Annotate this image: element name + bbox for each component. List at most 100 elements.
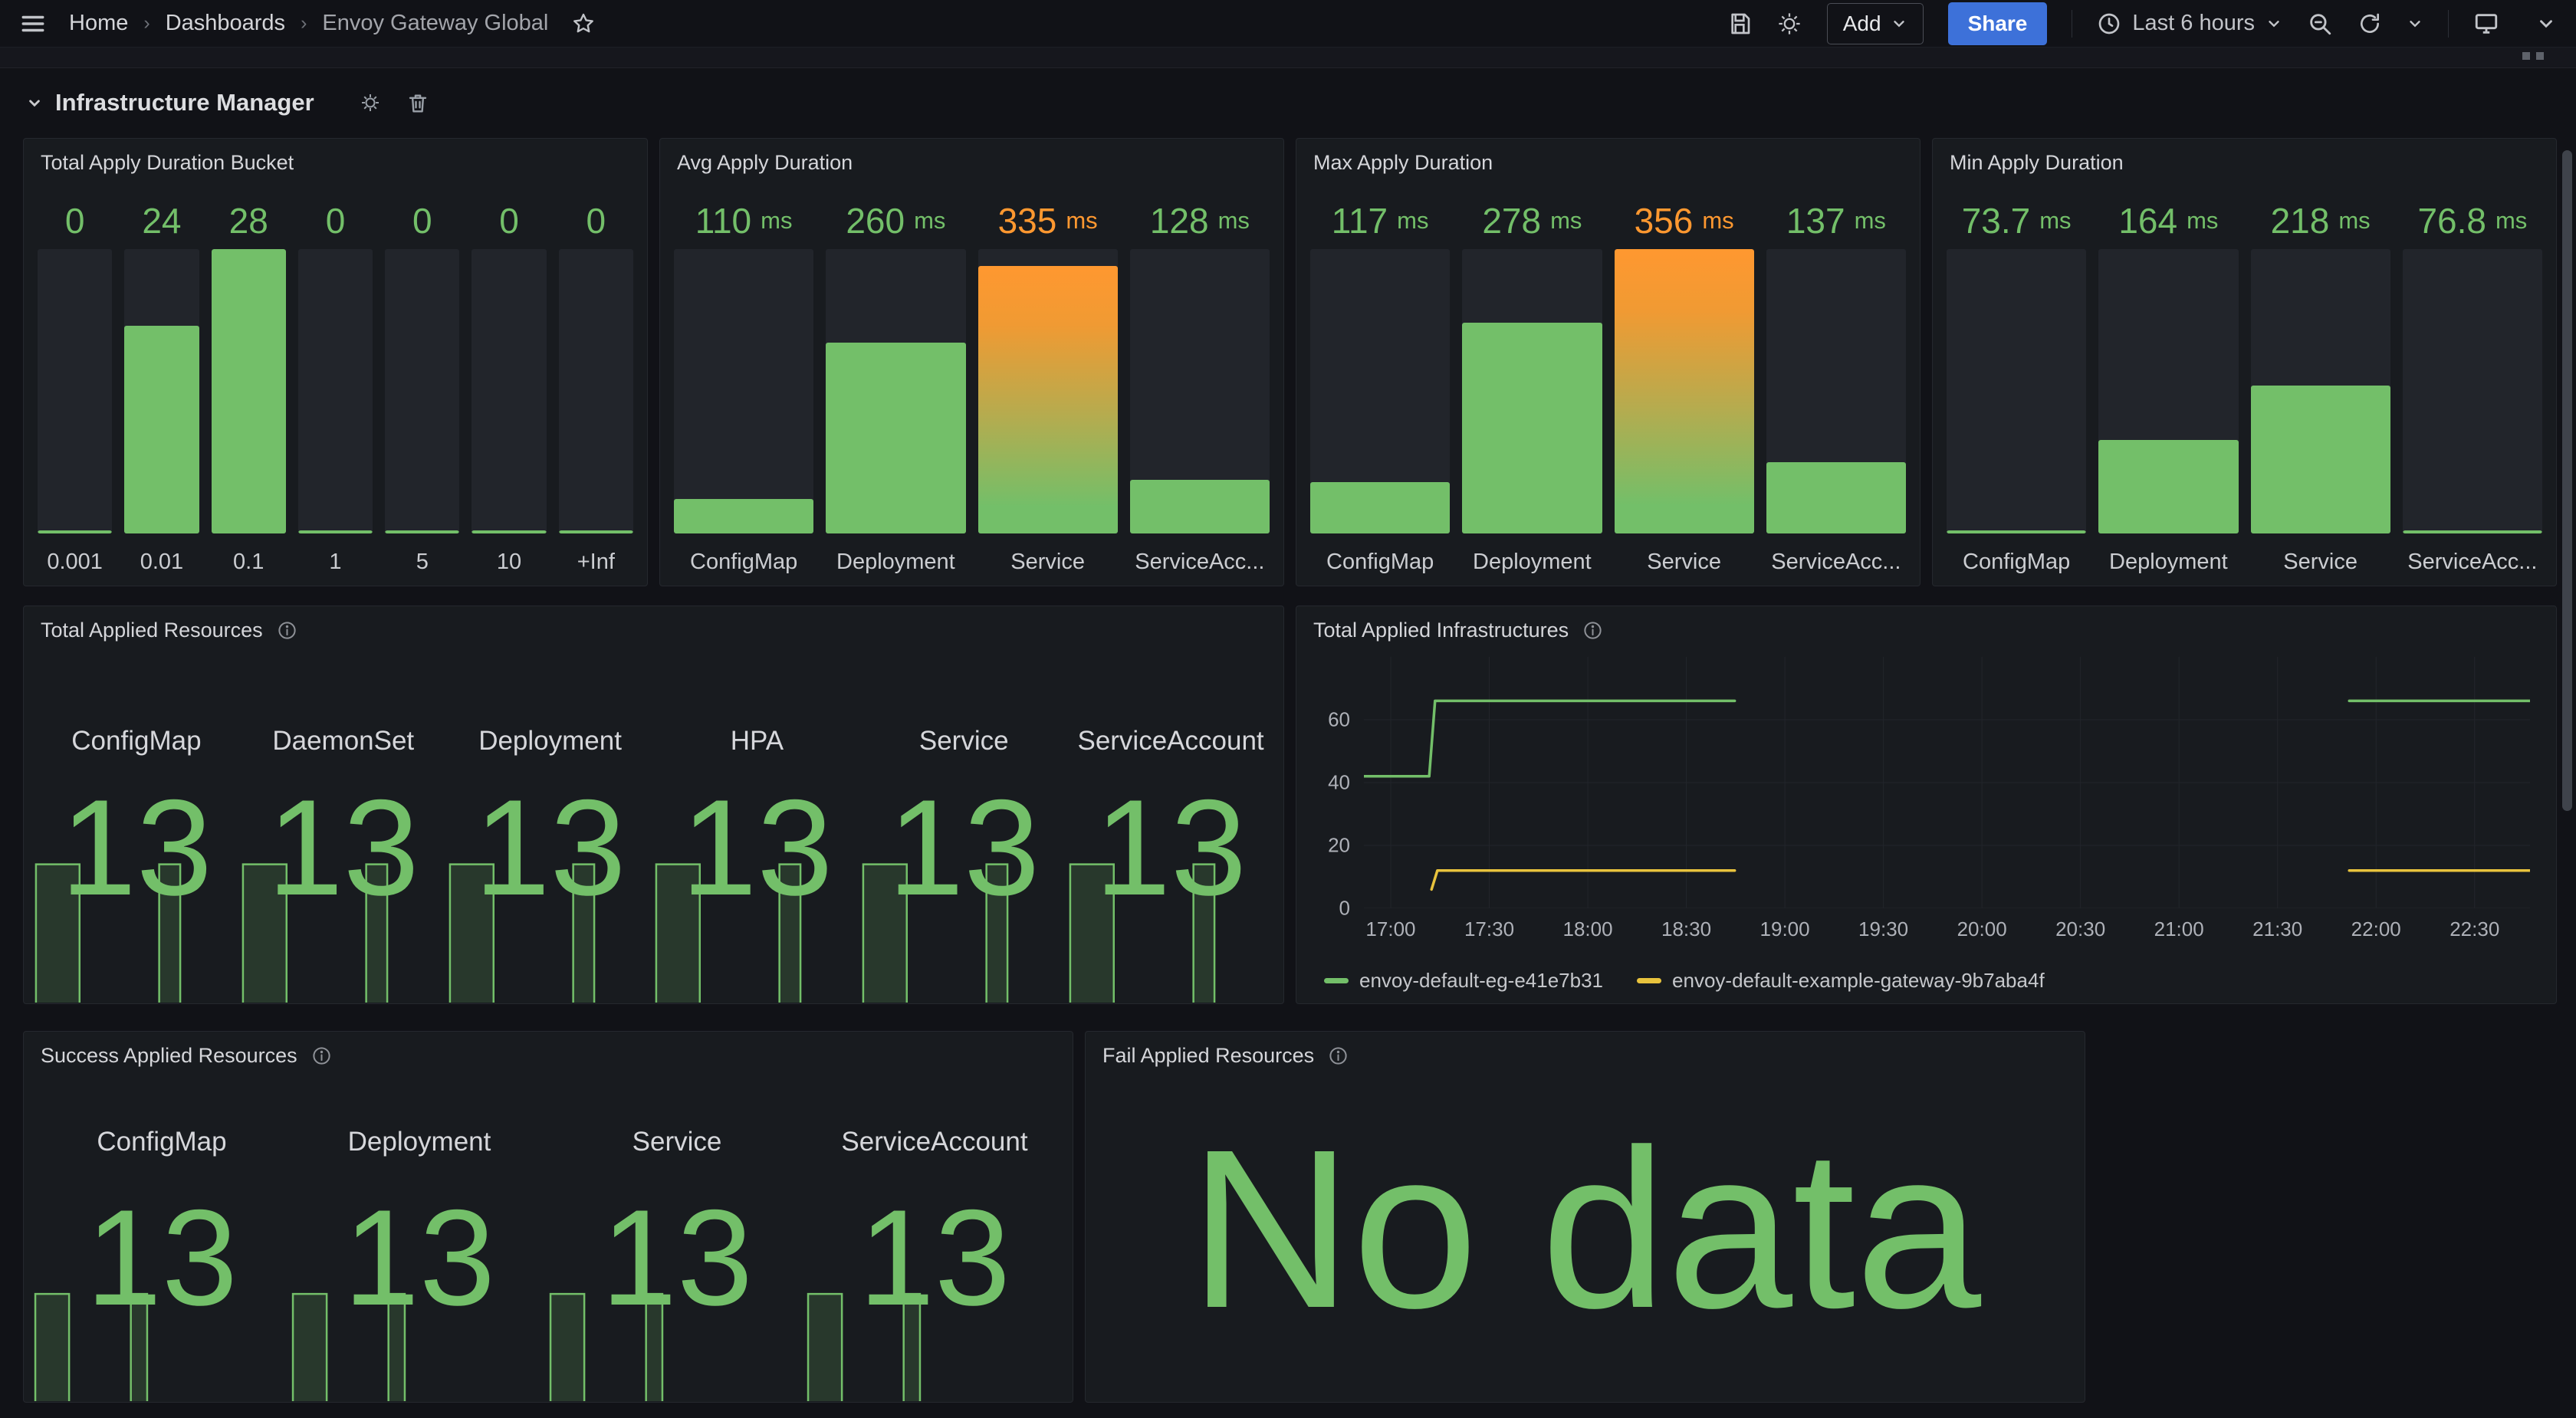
bar-value: 0 <box>385 192 459 249</box>
stat-cell[interactable]: Deployment13 <box>447 648 654 1003</box>
panel-title[interactable]: Fail Applied Resources <box>1102 1044 1314 1068</box>
stat-cell[interactable]: HPA13 <box>653 648 860 1003</box>
x-tick-label: 19:00 <box>1760 917 1810 941</box>
settings-gear-icon[interactable] <box>1776 11 1802 37</box>
bar-track <box>1947 249 2086 533</box>
stat-cell[interactable]: ServiceAccount13 <box>806 1073 1063 1401</box>
stat-cell[interactable]: ServiceAccount13 <box>1067 648 1274 1003</box>
breadcrumb-separator: › <box>143 12 150 34</box>
bar-category-label: 0.01 <box>124 533 199 575</box>
bar-value: 137ms <box>1766 192 1906 249</box>
bar-category-label: ConfigMap <box>1310 533 1450 575</box>
bar-track <box>124 249 199 533</box>
stat-label: Service <box>548 1127 806 1157</box>
bar-track <box>298 249 373 533</box>
bar-gauge-column: 240.01 <box>124 192 199 575</box>
panel-title[interactable]: Min Apply Duration <box>1950 151 2124 175</box>
stat-cell[interactable]: ConfigMap13 <box>33 648 240 1003</box>
bar-value-number: 335 <box>998 200 1057 241</box>
info-icon[interactable] <box>1328 1045 1349 1066</box>
row-delete-trash-icon[interactable] <box>406 91 429 114</box>
x-tick-label: 18:00 <box>1562 917 1612 941</box>
bar-category-label: Service <box>978 533 1118 575</box>
bar-gauge-group: 73.7msConfigMap164msDeployment218msServi… <box>1947 192 2542 575</box>
row-settings-gear-icon[interactable] <box>359 91 382 114</box>
panel-title[interactable]: Total Apply Duration Bucket <box>41 151 294 175</box>
legend-item[interactable]: envoy-default-example-gateway-9b7aba4f <box>1637 969 2045 993</box>
bar <box>1615 249 1754 533</box>
plot-area[interactable] <box>1364 657 2530 908</box>
stat-cell[interactable]: Deployment13 <box>291 1073 548 1401</box>
bar-track <box>385 249 459 533</box>
bar-category-label: Deployment <box>1462 533 1602 575</box>
y-axis: 0204060 <box>1316 657 1358 908</box>
bar-gauge-column: 117msConfigMap <box>1310 192 1450 575</box>
stat-label: Service <box>860 726 1067 757</box>
x-tick-label: 22:30 <box>2450 917 2499 941</box>
panel-drag-handle-dots <box>2522 52 2544 60</box>
breadcrumb-home[interactable]: Home <box>69 11 128 36</box>
legend-item[interactable]: envoy-default-eg-e41e7b31 <box>1324 969 1603 993</box>
x-tick-label: 17:30 <box>1464 917 1514 941</box>
info-icon[interactable] <box>1582 620 1603 641</box>
top-nav: Home › Dashboards › Envoy Gateway Global… <box>0 0 2576 48</box>
stat-value: 13 <box>806 1190 1063 1326</box>
bar-value: 128ms <box>1130 192 1270 249</box>
bar <box>1766 462 1906 533</box>
stat-cell[interactable]: Service13 <box>860 648 1067 1003</box>
stat-cell[interactable]: Service13 <box>548 1073 806 1401</box>
stat-cell[interactable]: ConfigMap13 <box>33 1073 291 1401</box>
bar-value-unit: ms <box>1702 207 1733 235</box>
nav-actions: Add Share Last 6 hours <box>1727 2 2556 45</box>
y-tick-label: 0 <box>1339 897 1350 921</box>
info-icon[interactable] <box>311 1045 332 1066</box>
page-scrollbar[interactable] <box>2562 150 2572 811</box>
series-line <box>1364 701 1735 776</box>
bar <box>385 530 459 533</box>
panel-title[interactable]: Avg Apply Duration <box>677 151 853 175</box>
stat-label: Deployment <box>291 1127 548 1157</box>
star-icon[interactable] <box>571 11 596 36</box>
bar-value: 0 <box>472 192 546 249</box>
bar-value: 278ms <box>1462 192 1602 249</box>
refresh-interval-chevron-icon[interactable] <box>2407 15 2423 32</box>
stat-cell[interactable]: DaemonSet13 <box>240 648 447 1003</box>
y-tick-label: 40 <box>1328 771 1350 795</box>
bar-value-number: 28 <box>229 200 268 241</box>
save-icon[interactable] <box>1727 11 1752 36</box>
panel-title[interactable]: Max Apply Duration <box>1313 151 1493 175</box>
scrolled-panel-sliver <box>0 48 2576 68</box>
row-header-infrastructure-manager: Infrastructure Manager <box>25 81 429 124</box>
row-collapse-chevron-icon[interactable] <box>25 93 44 113</box>
row-title[interactable]: Infrastructure Manager <box>55 89 314 117</box>
panel-min-apply-duration: Min Apply Duration 73.7msConfigMap164msD… <box>1932 138 2557 586</box>
bar-value-unit: ms <box>914 207 945 235</box>
tv-kiosk-icon[interactable] <box>2473 11 2499 37</box>
time-range-label: Last 6 hours <box>2132 11 2255 36</box>
add-button[interactable]: Add <box>1827 3 1924 44</box>
bar-value: 28 <box>212 192 286 249</box>
bar-track <box>2251 249 2390 533</box>
bar-value-number: 260 <box>846 200 905 241</box>
bar <box>559 530 633 533</box>
panel-title[interactable]: Success Applied Resources <box>41 1044 297 1068</box>
breadcrumb-dashboards[interactable]: Dashboards <box>166 11 285 36</box>
x-tick-label: 21:30 <box>2252 917 2302 941</box>
panel-title[interactable]: Total Applied Resources <box>41 619 263 642</box>
bar-value-number: 356 <box>1635 200 1694 241</box>
info-icon[interactable] <box>277 620 297 641</box>
x-tick-label: 20:30 <box>2055 917 2105 941</box>
panel-title[interactable]: Total Applied Infrastructures <box>1313 619 1569 642</box>
bar-gauge-column: 218msService <box>2251 192 2390 575</box>
bar-gauge-column: 335msService <box>978 192 1118 575</box>
time-range-picker[interactable]: Last 6 hours <box>2097 11 2282 36</box>
bar-value-unit: ms <box>1397 207 1428 235</box>
menu-icon[interactable] <box>20 11 46 37</box>
x-tick-label: 17:00 <box>1365 917 1415 941</box>
bar <box>1462 323 1602 533</box>
refresh-icon[interactable] <box>2358 11 2382 36</box>
zoom-out-icon[interactable] <box>2307 11 2333 37</box>
y-tick-label: 20 <box>1328 834 1350 858</box>
collapse-nav-chevron-icon[interactable] <box>2536 14 2556 34</box>
share-button[interactable]: Share <box>1948 2 2048 45</box>
